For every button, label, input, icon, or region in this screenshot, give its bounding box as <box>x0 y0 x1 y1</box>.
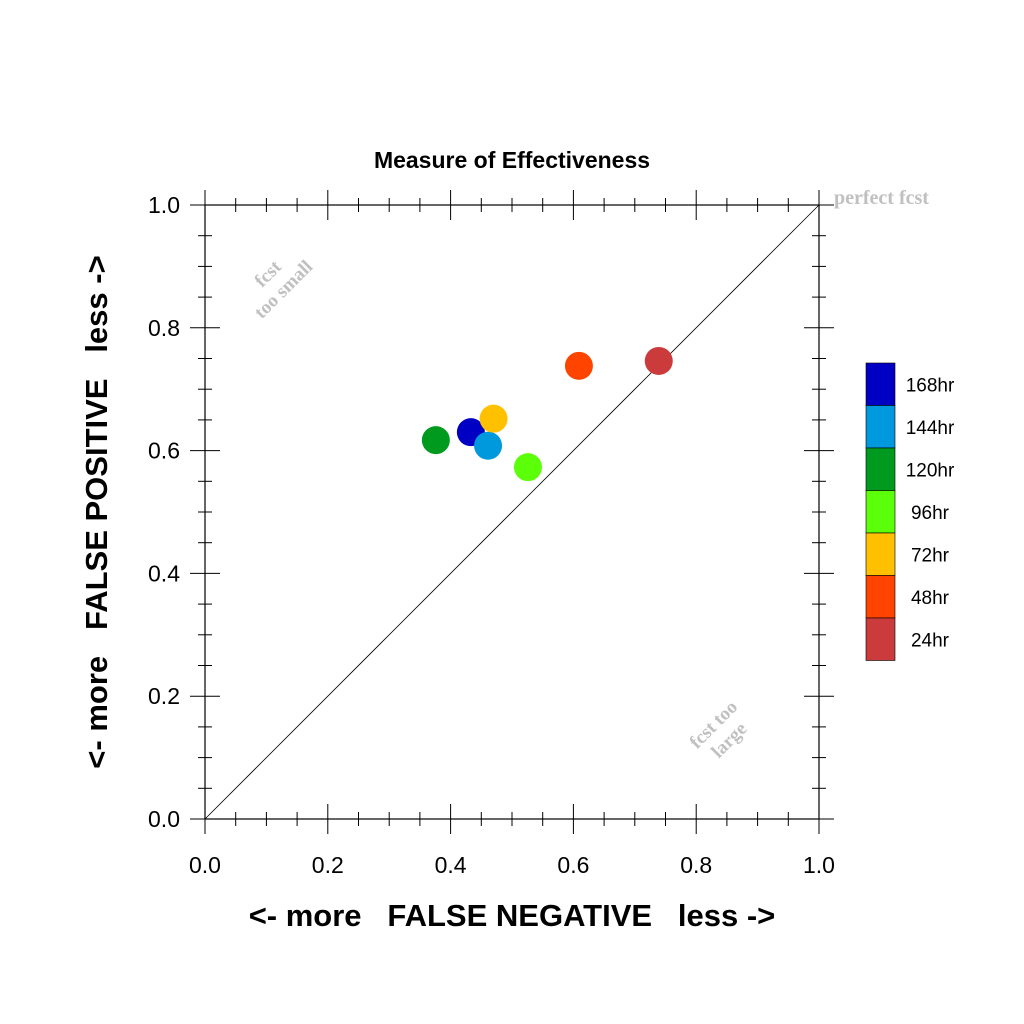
legend-swatch-24hr <box>865 617 896 661</box>
plot-frame <box>204 204 820 820</box>
data-points <box>421 346 673 482</box>
x-tick-label: 0.4 <box>435 852 467 878</box>
legend-swatch-72hr <box>865 532 896 576</box>
x-tick-label: 0.8 <box>680 852 712 878</box>
data-point-96hr <box>513 453 542 482</box>
x-axis-label: <- more FALSE NEGATIVE less -> <box>249 898 776 933</box>
x-tick-label: 1.0 <box>803 852 835 878</box>
data-point-144hr <box>474 431 503 460</box>
legend: 168hr 144hr 120hr 96hr 72hr 48hr 24hr <box>865 362 955 661</box>
legend-label-72hr: 72hr <box>911 545 950 566</box>
annotation-fcst-too-small: fcst too small <box>250 256 317 323</box>
data-point-72hr <box>479 404 508 433</box>
legend-swatch-168hr <box>865 362 896 406</box>
legend-label-120hr: 120hr <box>906 460 955 481</box>
x-tick-label: 0.6 <box>557 852 589 878</box>
legend-swatch-144hr <box>865 405 896 449</box>
legend-label-168hr: 168hr <box>906 375 955 396</box>
chart-title: Measure of Effectiveness <box>374 147 650 173</box>
tick-labels: 0.0 0.2 0.4 0.6 0.8 1.0 0.0 0.2 0.4 0.6 0.8 1.0 <box>148 192 835 878</box>
legend-swatch-48hr <box>865 575 896 619</box>
y-tick-label: 1.0 <box>148 192 180 218</box>
y-tick-label: 0.8 <box>148 315 180 341</box>
data-point-120hr <box>421 426 450 455</box>
y-tick-label: 0.0 <box>148 806 180 832</box>
legend-label-24hr: 24hr <box>911 630 950 651</box>
y-tick-label: 0.4 <box>148 560 180 586</box>
x-tick-label: 0.2 <box>312 852 344 878</box>
x-tick-label: 0.0 <box>189 852 221 878</box>
perfect-forecast-diagonal <box>204 204 820 820</box>
y-tick-label: 0.2 <box>148 683 180 709</box>
legend-swatch-96hr <box>865 490 896 534</box>
legend-label-48hr: 48hr <box>911 588 950 609</box>
data-point-48hr <box>564 351 593 380</box>
legend-label-96hr: 96hr <box>911 503 950 524</box>
annotation-fcst-too-large: fcst too large <box>686 697 752 763</box>
legend-label-144hr: 144hr <box>906 418 955 439</box>
annotation-perfect-fcst: perfect fcst <box>834 187 929 209</box>
data-point-24hr <box>644 346 673 375</box>
y-axis-label: <- more FALSE POSITIVE less -> <box>79 255 114 768</box>
y-tick-label: 0.6 <box>148 438 180 464</box>
legend-swatch-120hr <box>865 447 896 491</box>
